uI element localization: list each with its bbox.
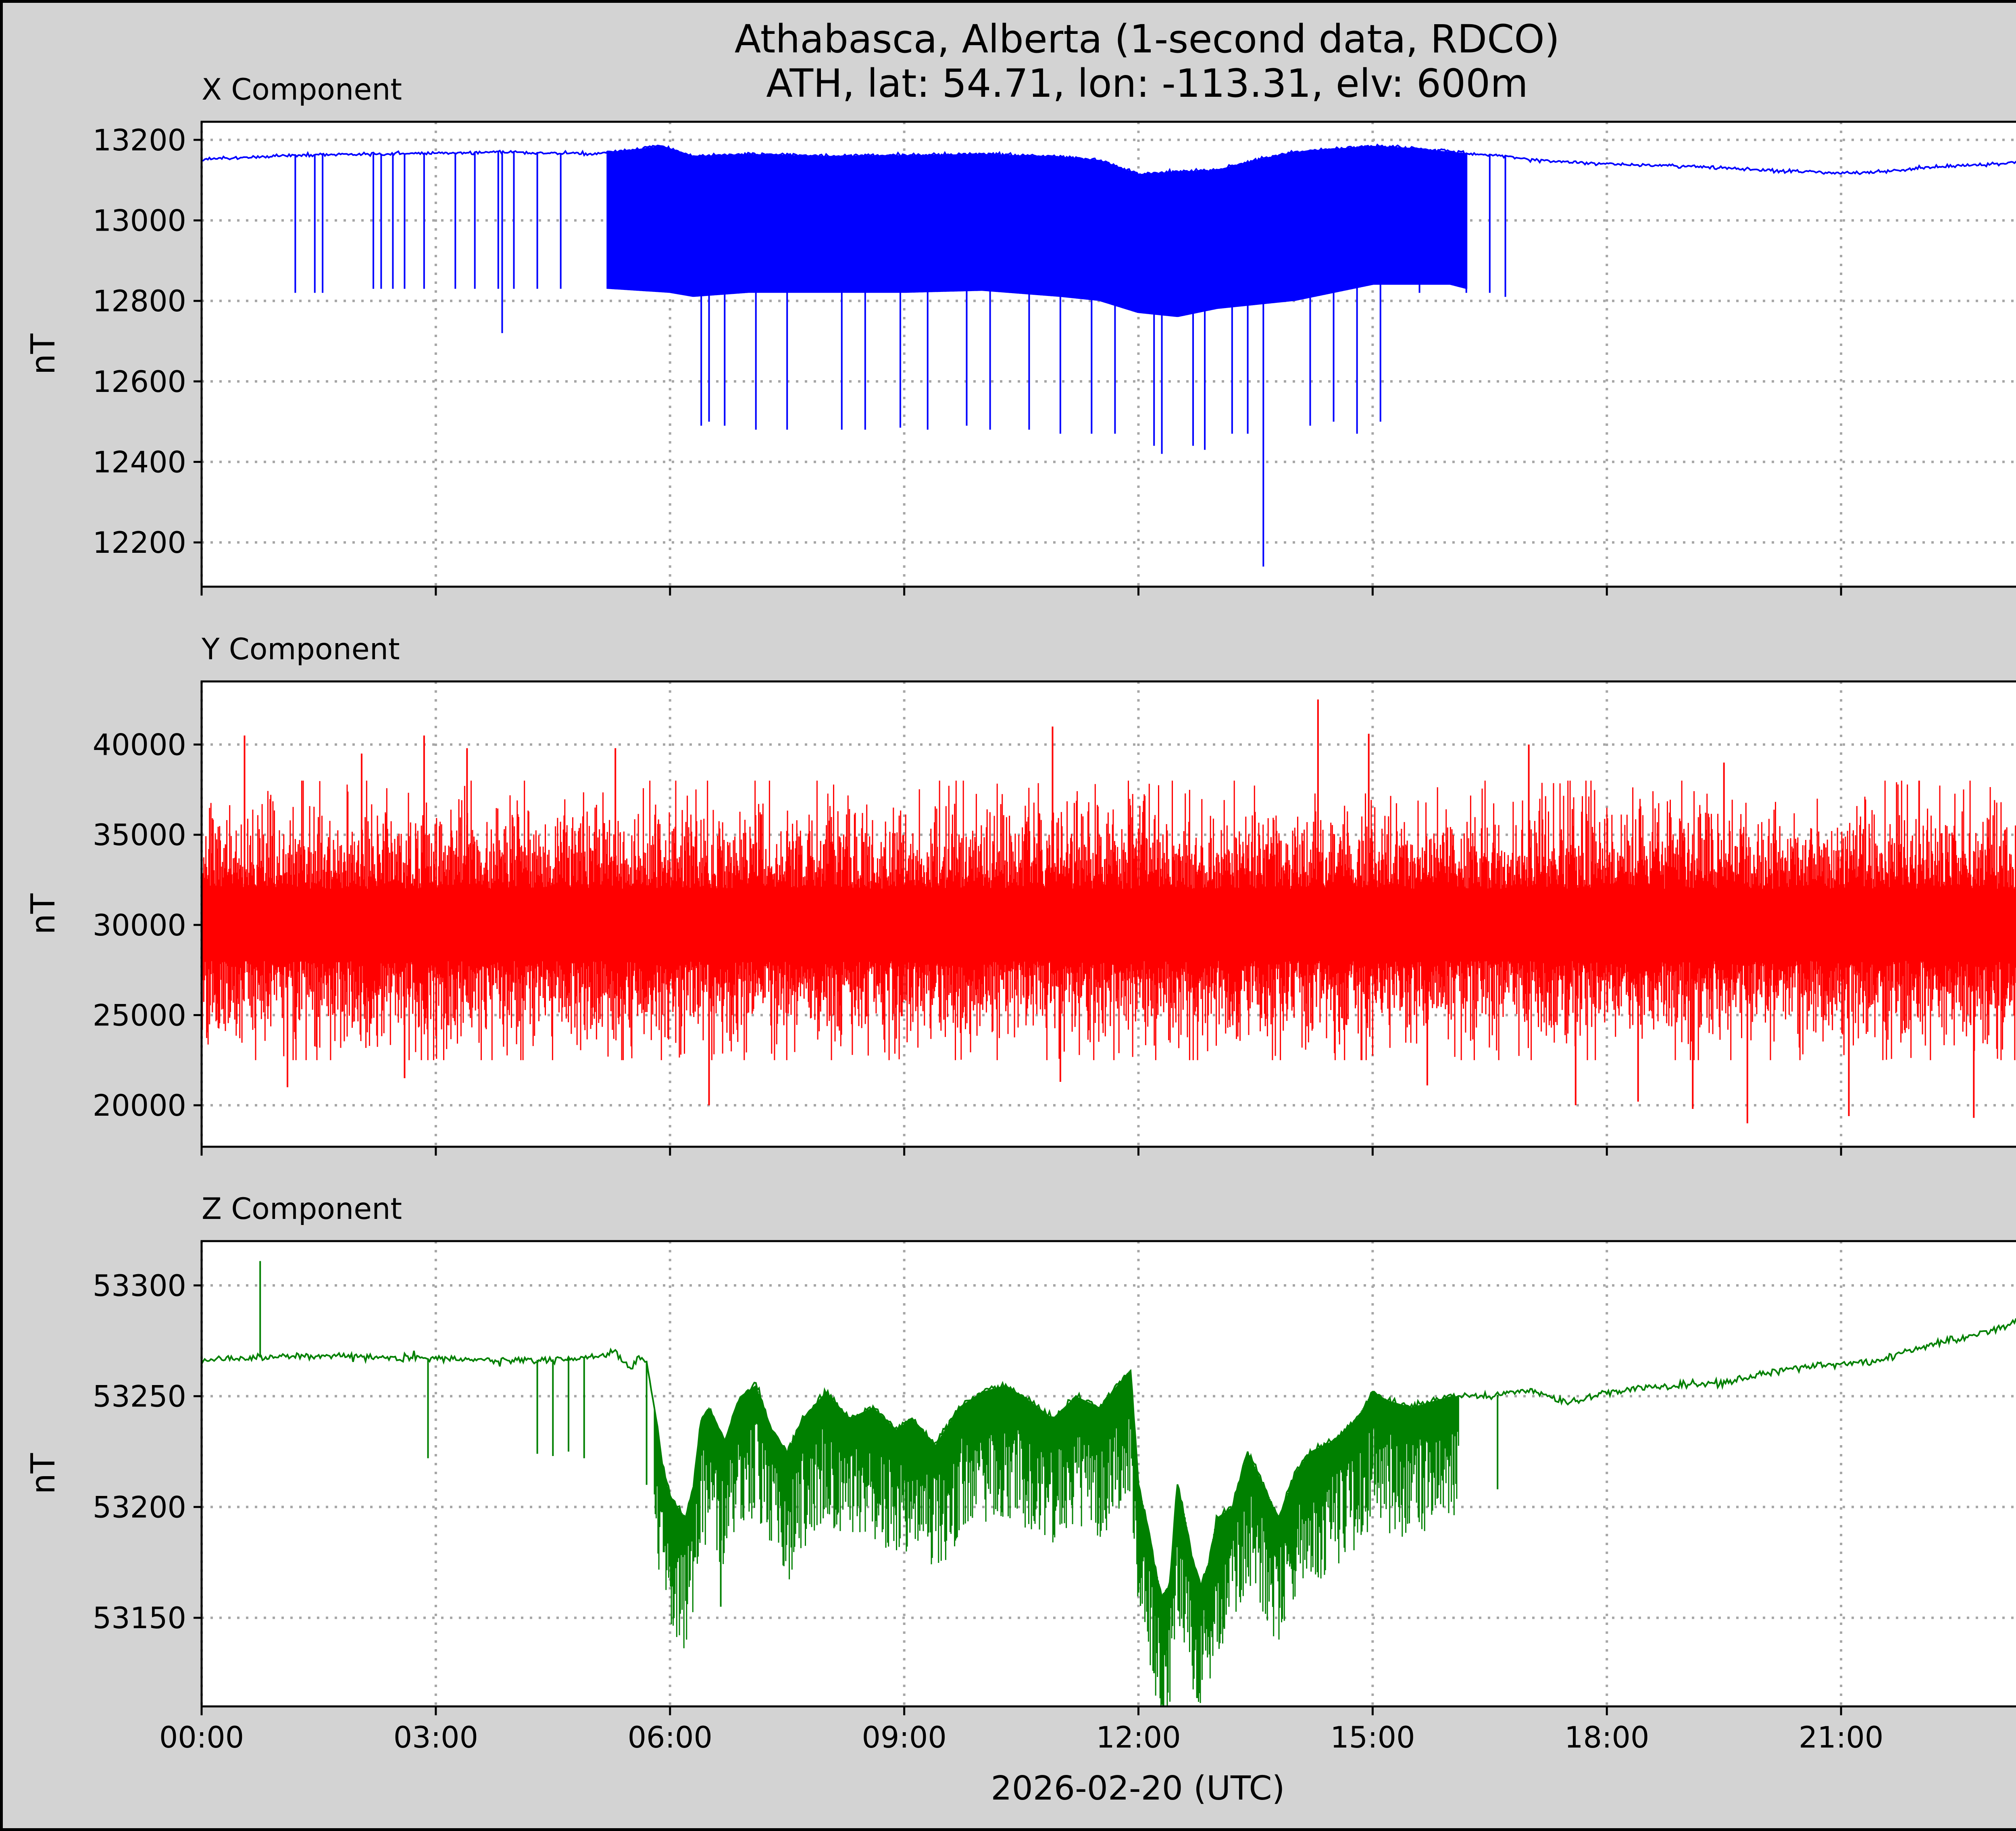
y-tick-label: 13200 [93,123,186,158]
noise-band [202,781,2016,1060]
panel-title: Y Component [201,632,400,667]
y-tick-label: 53150 [93,1601,186,1635]
y-axis-label: nT [24,1453,62,1494]
y-tick-label: 35000 [93,818,186,852]
y-axis-label: nT [24,333,62,375]
dense-oscillation [606,146,1468,317]
panel-title: Z Component [202,1192,402,1226]
x-tick-label: 06:00 [628,1721,712,1755]
x-tick-label: 18:00 [1564,1721,1649,1755]
series-2 [202,1261,2016,1706]
series-1 [202,699,2016,1123]
y-tick-label: 30000 [93,908,186,943]
baseline-trace [202,1318,2016,1600]
x-tick-label: 00:00 [159,1721,244,1755]
x-tick-label: 09:00 [862,1721,946,1755]
x-tick-label: 15:00 [1330,1721,1415,1755]
y-tick-label: 12600 [93,365,186,399]
y-tick-label: 13000 [93,204,186,238]
x-tick-label: 21:00 [1799,1721,1883,1755]
x-tick-label: 12:00 [1096,1721,1181,1755]
y-tick-label: 53300 [93,1269,186,1303]
y-tick-label: 25000 [93,998,186,1033]
series-0 [202,143,2016,567]
figure-title: Athabasca, Alberta (1-second data, RDCO) [735,17,1560,62]
y-axis-label: nT [24,893,62,935]
chart-figure: Athabasca, Alberta (1-second data, RDCO)… [24,17,2016,1808]
panel-z: 53150 53200 53250 53300 00:00 03:00 06:00 09:00… [24,1192,2016,1755]
panel-y: 20000 25000 30000 35000 40000 Y Component nT [24,632,2016,1156]
dense-oscillation [654,1369,1459,1706]
y-tick-label: 20000 [93,1089,186,1123]
y-tick-label: 12200 [93,526,186,560]
panels: 12200 12400 12600 12800 13000 13200 X Componen… [24,73,2016,1755]
figure-subtitle: ATH, lat: 54.71, lon: -113.31, elv: 600m [766,61,1528,106]
y-tick-label: 53250 [93,1380,186,1414]
x-tick-label: 03:00 [394,1721,478,1755]
baseline-trace [202,143,2016,177]
panel-title: X Component [202,73,402,107]
y-tick-label: 53200 [93,1490,186,1525]
y-tick-label: 40000 [93,728,186,762]
x-axis-label: 2026-02-20 (UTC) [991,1769,1285,1808]
y-tick-label: 12800 [93,284,186,319]
y-tick-label: 12400 [93,446,186,480]
panel-x: 12200 12400 12600 12800 13000 13200 X Componen… [24,73,2016,596]
